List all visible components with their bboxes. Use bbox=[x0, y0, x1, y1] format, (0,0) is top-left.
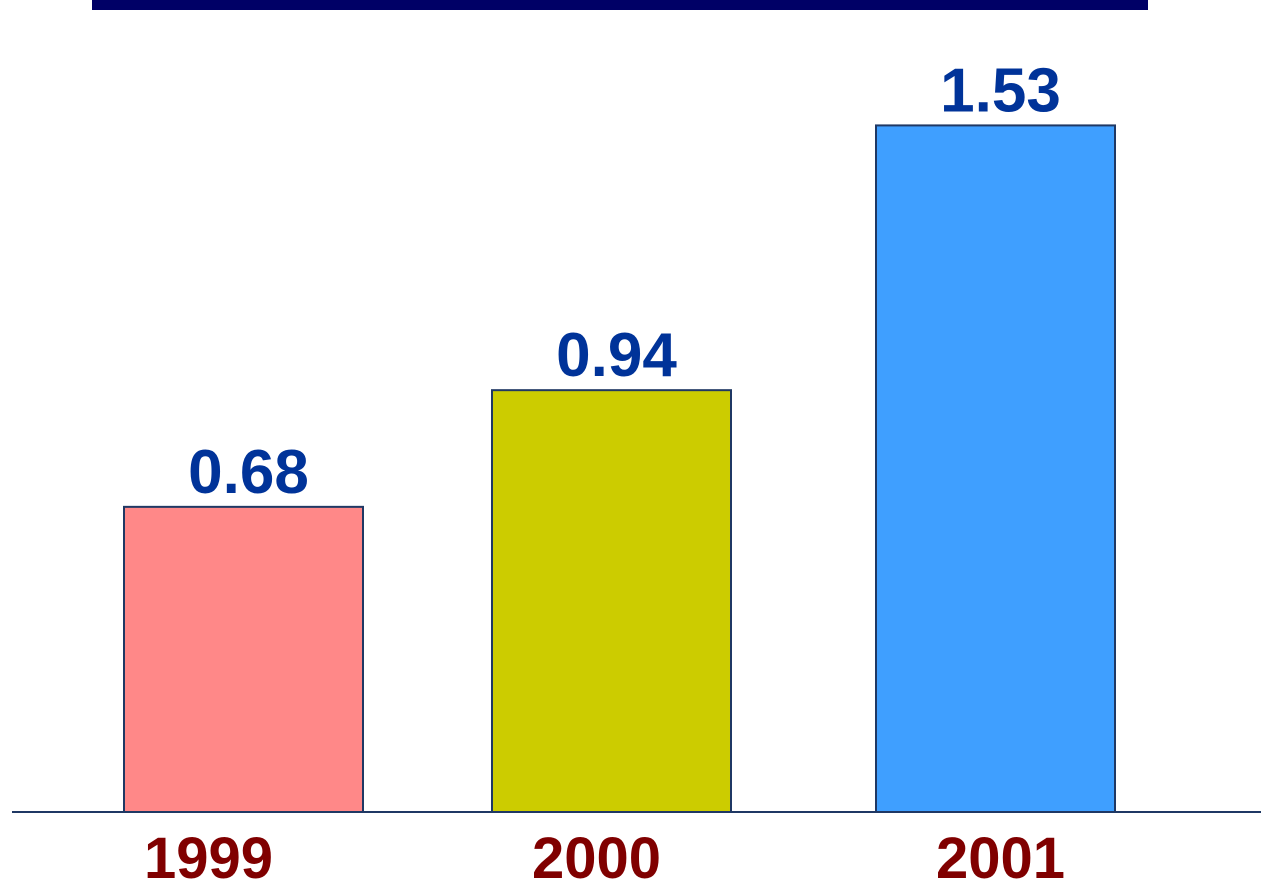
value-label: 0.94 bbox=[556, 321, 677, 390]
value-label: 1.53 bbox=[940, 56, 1061, 125]
header-bar bbox=[92, 0, 1148, 10]
x-tick-label: 2000 bbox=[532, 826, 661, 890]
bar bbox=[123, 505, 364, 813]
x-tick-label: 1999 bbox=[144, 826, 273, 890]
bar bbox=[875, 124, 1116, 814]
x-tick-label: 2001 bbox=[936, 826, 1065, 890]
bar bbox=[491, 389, 732, 813]
value-label: 0.68 bbox=[188, 438, 309, 507]
